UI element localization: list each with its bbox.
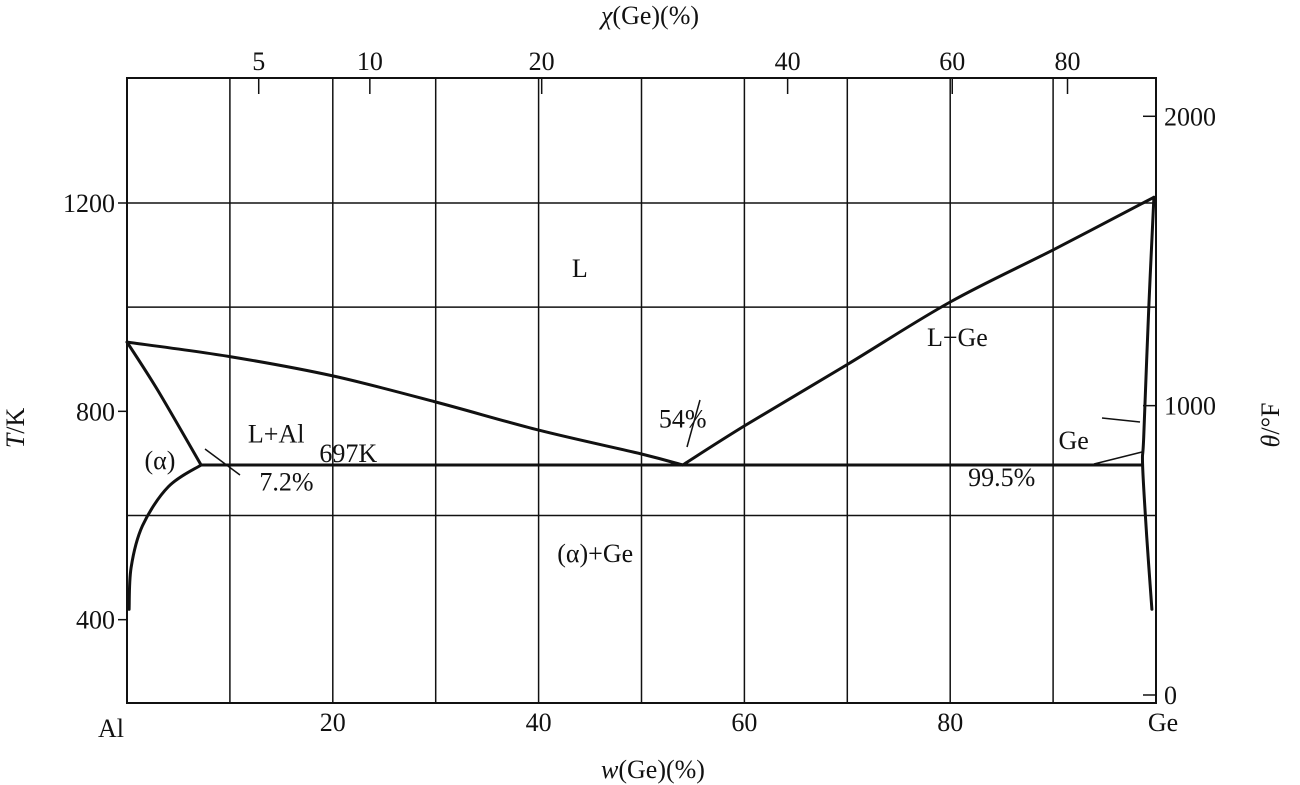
leader-7.2pct (204, 448, 241, 476)
annotation-697k: 697K (319, 439, 377, 468)
annotation-ge: Ge (1059, 426, 1089, 455)
leader-lines (204, 399, 1143, 476)
top-tick-label: 20 (529, 47, 555, 76)
y2-axis-title-rest: /°F (1256, 403, 1285, 435)
y2-tick-label: 2000 (1164, 102, 1216, 131)
curve-solvus-al (127, 463, 203, 611)
leader-99.5pct (1093, 451, 1143, 465)
y-tick-label: 400 (76, 606, 115, 635)
leader-54pct (686, 399, 701, 448)
y-axis-title: T/K (1, 408, 30, 449)
curve-liquidus-ge (681, 195, 1156, 467)
x-tick-label: 40 (526, 708, 552, 737)
top-axis-title-rest: (Ge)(%) (612, 1, 699, 30)
region-label-l-al: L+Al (248, 420, 305, 449)
x-tick-label: 20 (320, 708, 346, 737)
top-tick-label: 5 (252, 47, 265, 76)
y2-axis-title-var: θ (1256, 434, 1285, 447)
top-axis-title-var: χ (598, 1, 613, 30)
curve-solidus-al (125, 340, 203, 467)
y-axis-title-var: T (1, 432, 30, 448)
x-axis-title-rest: (Ge)(%) (618, 755, 705, 784)
x-axis-title: w(Ge)(%) (601, 755, 705, 784)
region-label-l-ge: L+Ge (927, 323, 988, 352)
annotation-54pct: 54% (659, 405, 707, 434)
x-tick-label: 80 (937, 708, 963, 737)
phase-boundaries (125, 195, 1156, 611)
annotation-99-5pct: 99.5% (968, 463, 1035, 492)
y-tick-label: 1200 (63, 189, 115, 218)
x-axis-title-var: w (601, 755, 619, 784)
x-end-label-al: Al (98, 714, 124, 743)
x-tick-label: 60 (731, 708, 757, 737)
y-axis-title-rest: /K (1, 408, 30, 434)
y2-axis-title: θ/°F (1256, 403, 1285, 448)
region-label-alpha-ge: (α)+Ge (557, 539, 633, 568)
y2-tick-label: 0 (1164, 681, 1177, 710)
region-label-l: L (572, 254, 588, 283)
grid-lines (127, 78, 1156, 703)
top-tick-label: 60 (939, 47, 965, 76)
y2-tick-label: 1000 (1164, 392, 1216, 421)
curve-ge-solidus (1140, 195, 1156, 611)
top-axis-title: χ(Ge)(%) (598, 1, 699, 30)
top-tick-label: 10 (357, 47, 383, 76)
chart-labels: L L+Ge L+Al (α) (α)+Ge 697K 54% 7.2% Ge 99.5% (144, 254, 1088, 568)
y-tick-label: 800 (76, 397, 115, 426)
leader-ge (1101, 417, 1141, 423)
curve-liquidus-al (125, 340, 685, 467)
top-tick-label: 80 (1055, 47, 1081, 76)
annotation-7-2pct: 7.2% (259, 468, 313, 497)
top-tick-label: 40 (775, 47, 801, 76)
x-end-label-ge: Ge (1148, 708, 1178, 737)
region-label-alpha: (α) (144, 446, 175, 475)
